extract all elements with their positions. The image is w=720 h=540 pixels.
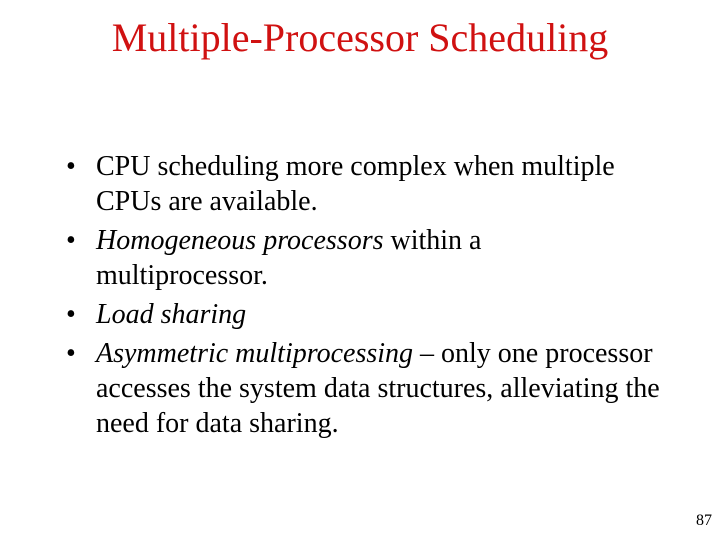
slide-body: CPU scheduling more complex when multipl…	[0, 149, 720, 441]
list-item: Asymmetric multiprocessing – only one pr…	[60, 336, 660, 441]
page-number: 87	[696, 512, 712, 530]
bullet-text: CPU scheduling more complex when multipl…	[96, 151, 615, 217]
list-item: Load sharing	[60, 297, 660, 332]
bullet-list: CPU scheduling more complex when multipl…	[60, 149, 660, 441]
list-item: CPU scheduling more complex when multipl…	[60, 149, 660, 219]
slide-title: Multiple-Processor Scheduling	[0, 0, 720, 61]
bullet-text: Homogeneous processors	[96, 225, 384, 256]
bullet-text: Load sharing	[96, 299, 246, 330]
slide: Multiple-Processor Scheduling CPU schedu…	[0, 0, 720, 540]
list-item: Homogeneous processors within a multipro…	[60, 223, 660, 293]
bullet-text: Asymmetric multiprocessing	[96, 338, 413, 369]
